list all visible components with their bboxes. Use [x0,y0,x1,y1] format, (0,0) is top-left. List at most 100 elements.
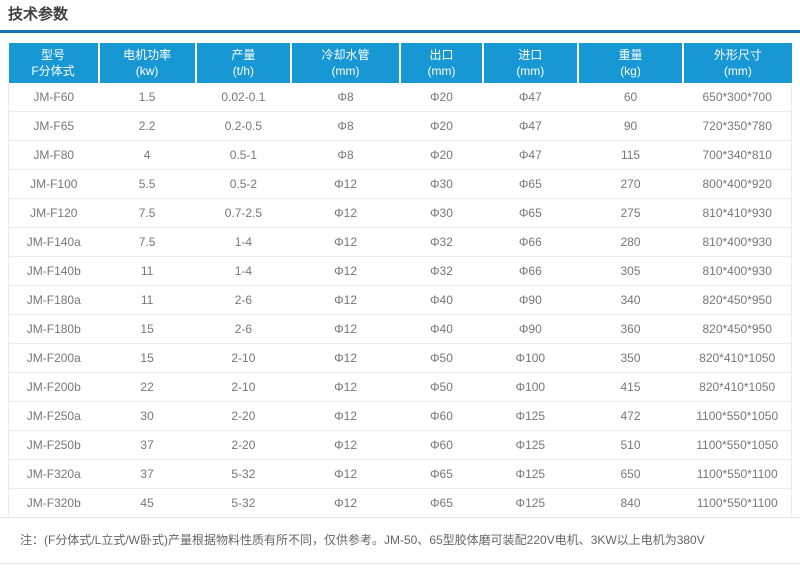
cell: 1.5 [98,83,196,112]
cell: Φ60 [399,401,483,431]
cell: Φ125 [482,430,578,460]
cell: Φ8 [291,83,400,112]
cell: 45 [140,496,154,510]
cell: Φ47 [482,140,578,170]
cell: JM-F140b [7,256,99,286]
column-header-unit: (kw) [135,64,159,78]
cell: 820*410*1050 [683,372,793,402]
cell: Φ12 [291,285,400,315]
cell: 60 [577,83,684,112]
cell: 510 [577,430,684,460]
cell: 820*450*950 [683,285,793,315]
cell: Φ20 [399,83,483,112]
cell: 11 [98,285,196,315]
cell: 0.7-2.5 [195,198,292,228]
table-row: JM-F60 1.5 0.02-0.1 Φ8 Φ20 Φ47 60 650*300*700 [7,83,793,112]
column-header-label: 外形尺寸 [713,48,762,62]
table-row: JM-F180a 11 2-6 Φ12 Φ40 Φ90 340 820*450*950 [7,285,793,315]
cell: 810*400*930 [683,227,793,257]
title-rule-divider [0,30,800,33]
cell: Φ125 [482,459,578,489]
cell: Φ12 [291,430,400,460]
cell: Φ60 [399,430,483,460]
column-header-unit: (mm) [723,64,752,78]
table-row: JM-F320b 45 5-32 Φ12 Φ65 Φ125 840 1100*550*1100 [7,488,793,517]
cell: JM-F65 [7,111,99,141]
cell: Φ12 [291,169,400,199]
column-header: 出口 (mm) [398,43,483,83]
cell: 2-20 [195,401,292,431]
cell: Φ20 [399,111,483,141]
column-header-label: 型号 [41,48,66,62]
table-row: JM-F250a 30 2-20 Φ12 Φ60 Φ125 472 1100*550*1050 [7,401,793,431]
cell: JM-F180a [7,285,99,315]
table-row: JM-F140b 11 1-4 Φ12 Φ32 Φ66 305 810*400*930 [7,256,793,286]
column-header-label: 产量 [231,48,256,62]
cell: Φ65 [429,496,453,510]
cell: Φ20 [399,140,483,170]
table-row: JM-F65 2.2 0.2-0.5 Φ8 Φ20 Φ47 90 720*350*780 [7,111,793,141]
column-header: 型号 F分体式 [8,43,99,83]
cell: Φ30 [399,169,483,199]
cell: JM-F100 [7,169,99,199]
column-header-unit: F分体式 [31,64,75,78]
cell: 810*400*930 [683,256,793,286]
cell: 2-20 [195,430,292,460]
column-header: 产量 (t/h) [194,43,292,83]
column-header-label: 出口 [429,48,454,62]
cell: Φ12 [291,227,400,257]
cell: Φ12 [291,256,400,286]
cell: 650 [577,459,684,489]
cell: 7.5 [98,227,196,257]
cell: 800*400*920 [683,169,793,199]
column-header-label: 电机功率 [123,48,172,62]
cell: 1-4 [195,256,292,286]
cell: 472 [577,401,684,431]
cell: 15 [98,343,196,373]
cell: 2.2 [98,111,196,141]
table-row: JM-F250b 37 2-20 Φ12 Φ60 Φ125 510 1100*550*1050 [7,430,793,460]
cell: JM-F320b [7,488,99,517]
cell: 2-6 [195,314,292,344]
cell: Φ65 [482,169,578,199]
spec-table: 型号 F分体式 电机功率 (kw) 产量 (t/h) 冷却水管 (mm) 出口 (mm) 进口 (mm… [7,43,793,517]
table-row: JM-F80 4 0.5-1 Φ8 Φ20 Φ47 115 700*340*810 [7,140,793,170]
cell: Φ47 [482,111,578,141]
cell: JM-F250b [7,430,99,460]
cell: 5-32 [231,496,256,510]
cell: 0.02-0.1 [195,83,292,112]
cell: 2-10 [195,343,292,373]
column-header: 外形尺寸 (mm) [682,43,792,83]
cell: JM-F200b [7,372,99,402]
column-header: 冷却水管 (mm) [290,43,400,83]
column-header: 进口 (mm) [481,43,578,83]
cell: 37 [98,459,196,489]
cell: JM-F250a [7,401,99,431]
cell: JM-F200a [7,343,99,373]
cell: 720*350*780 [683,111,793,141]
cell: JM-F140a [7,227,99,257]
cell: 11 [98,256,196,286]
cell: Φ125 [482,401,578,431]
cell: Φ66 [482,227,578,257]
column-header-unit: (mm) [516,64,545,78]
cell: 820*410*1050 [683,343,793,373]
cell: Φ65 [399,459,483,489]
cell: 340 [577,285,684,315]
cell: 4 [98,140,196,170]
cell: JM-F120 [7,198,99,228]
cell: 2-10 [195,372,292,402]
cell: 650*300*700 [683,83,793,112]
cell: JM-F60 [7,83,99,112]
cell: Φ12 [291,314,400,344]
cell: 275 [577,198,684,228]
cell: 115 [577,140,684,170]
cell: 820*450*950 [683,314,793,344]
cell: 2-6 [195,285,292,315]
table-head: 型号 F分体式 电机功率 (kw) 产量 (t/h) 冷却水管 (mm) 出口 (mm) 进口 (mm… [8,43,792,83]
table-row: JM-F320a 37 5-32 Φ12 Φ65 Φ125 650 1100*550*1100 [7,459,793,489]
cell: 700*340*810 [683,140,793,170]
cell: Φ90 [482,285,578,315]
cell: 0.5-1 [195,140,292,170]
cell: Φ50 [399,343,483,373]
